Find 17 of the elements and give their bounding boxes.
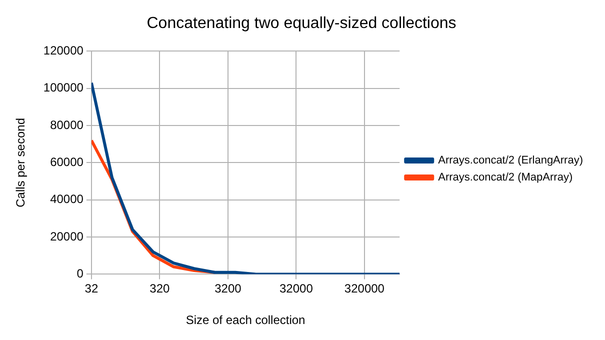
y-tick-label: 40000	[50, 192, 84, 206]
y-tick-label: 60000	[50, 155, 84, 170]
x-tick-label: 32000	[280, 282, 314, 296]
y-tick-label: 0	[76, 266, 84, 281]
legend-label: Arrays.concat/2 (ErlangArray)	[438, 154, 584, 167]
y-tick-label: 100000	[43, 80, 84, 95]
x-tick-label: 320	[150, 282, 170, 296]
x-tick-label: 3200	[214, 282, 242, 296]
y-tick-label: 80000	[50, 118, 84, 132]
x-tick-label: 32	[84, 282, 98, 296]
y-axis-title: Calls per second	[14, 118, 28, 208]
legend-label: Arrays.concat/2 (MapArray)	[438, 172, 573, 184]
y-tick-label: 120000	[43, 44, 84, 58]
x-axis-title: Size of each collection	[186, 313, 306, 328]
chart-title: Concatenating two equally-sized collections	[146, 15, 456, 32]
x-tick-label: 320000	[344, 282, 385, 296]
y-tick-label: 20000	[50, 229, 84, 244]
